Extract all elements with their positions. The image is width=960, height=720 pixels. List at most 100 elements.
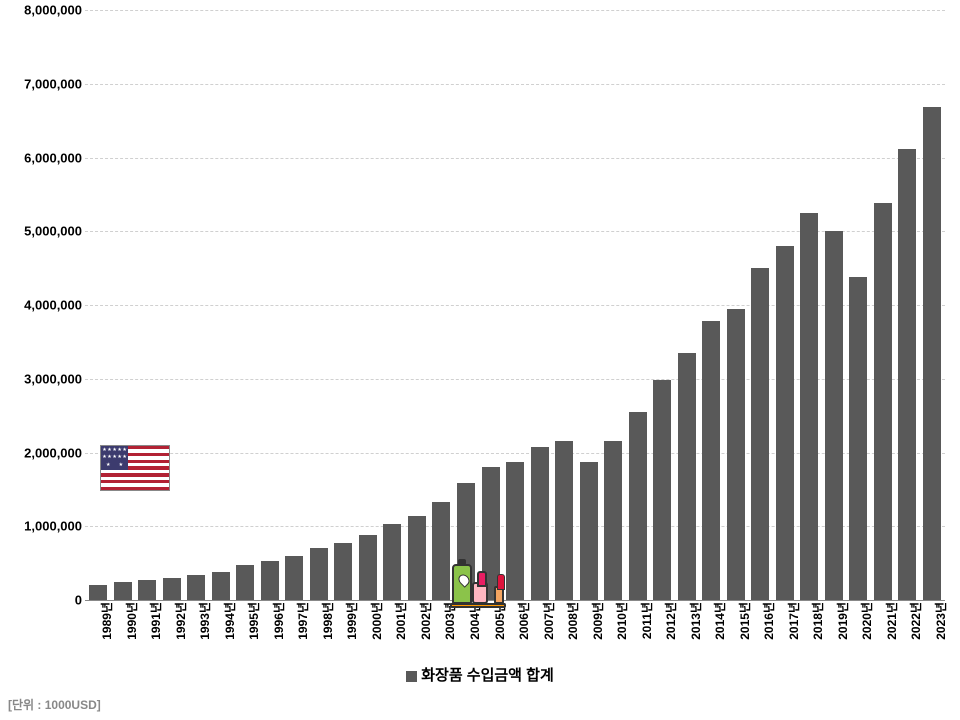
bar [383, 524, 401, 600]
bar-slot [430, 10, 453, 600]
bar [261, 561, 279, 600]
bar-slot [798, 10, 821, 600]
bar [432, 502, 450, 600]
x-label-slot: 2003년 [430, 602, 453, 662]
bar-slot [675, 10, 698, 600]
x-label-slot: 2012년 [651, 602, 674, 662]
bar [678, 353, 696, 600]
bar [212, 572, 230, 600]
bar [187, 575, 205, 600]
bar-slot [700, 10, 723, 600]
x-label-slot: 1993년 [185, 602, 208, 662]
bar-slot [921, 10, 944, 600]
x-label-slot: 1992년 [161, 602, 184, 662]
bar-slot [357, 10, 380, 600]
x-label-slot: 2019년 [822, 602, 845, 662]
bar [629, 412, 647, 600]
bar [236, 565, 254, 600]
legend-label: 화장품 수입금액 합계 [421, 667, 554, 684]
x-label-slot: 2002년 [406, 602, 429, 662]
bar-slot [749, 10, 772, 600]
x-label-slot: 2010년 [602, 602, 625, 662]
bar [408, 516, 426, 600]
bar-slot [87, 10, 110, 600]
y-tick-label: 5,000,000 [7, 224, 82, 239]
chart-legend: 화장품 수입금액 합계 [0, 664, 960, 685]
x-label-slot: 1997년 [283, 602, 306, 662]
x-label-slot: 2018년 [798, 602, 821, 662]
y-tick-label: 6,000,000 [7, 150, 82, 165]
bar-slot [896, 10, 919, 600]
bar-slot [724, 10, 747, 600]
x-label-slot: 2006년 [504, 602, 527, 662]
bar-slot [602, 10, 625, 600]
bar-slot [773, 10, 796, 600]
bar [800, 213, 818, 600]
x-label-slot: 1999년 [332, 602, 355, 662]
x-axis-line [85, 600, 945, 601]
x-label-slot: 2001년 [381, 602, 404, 662]
bar [849, 277, 867, 600]
bar [727, 309, 745, 600]
y-tick-label: 4,000,000 [7, 298, 82, 313]
x-label-slot: 2011년 [626, 602, 649, 662]
bar-slot [185, 10, 208, 600]
x-label-slot: 1989년 [87, 602, 110, 662]
bar-slot [283, 10, 306, 600]
bar [751, 268, 769, 600]
usa-flag-icon: ★★★★ ★★★★ ★★★★ [100, 445, 170, 491]
x-label-slot: 2008년 [553, 602, 576, 662]
bar [138, 580, 156, 600]
bar [825, 231, 843, 600]
x-label-slot: 2021년 [872, 602, 895, 662]
flag-canton: ★★★★ ★★★★ ★★★★ [101, 446, 128, 470]
bar-slot [651, 10, 674, 600]
bar [776, 246, 794, 600]
bar-slot [112, 10, 135, 600]
bar [114, 582, 132, 600]
x-label-slot: 2017년 [773, 602, 796, 662]
bar-slot [822, 10, 845, 600]
unit-label: [단위 : 1000USD] [8, 696, 101, 713]
x-label-slot: 2016년 [749, 602, 772, 662]
bar [604, 441, 622, 600]
x-label-slot: 2004년 [455, 602, 478, 662]
x-label-slot: 1994년 [210, 602, 233, 662]
bar [653, 380, 671, 600]
bar-slot [626, 10, 649, 600]
x-label-slot: 2014년 [700, 602, 723, 662]
x-label-slot: 2020년 [847, 602, 870, 662]
bar [555, 441, 573, 600]
chart-plot-area [85, 10, 945, 600]
x-label-slot: 2000년 [357, 602, 380, 662]
bar-slot [577, 10, 600, 600]
bar-slot [381, 10, 404, 600]
x-label-slot: 1990년 [112, 602, 135, 662]
bar [89, 585, 107, 600]
bar-slot [259, 10, 282, 600]
cosmetics-icon [450, 548, 506, 604]
x-label-slot: 1996년 [259, 602, 282, 662]
x-label-slot: 1991년 [136, 602, 159, 662]
y-tick-label: 8,000,000 [7, 3, 82, 18]
bar-slot [553, 10, 576, 600]
bar-slot [136, 10, 159, 600]
bar-slot [406, 10, 429, 600]
x-label-slot: 2015년 [724, 602, 747, 662]
bar [898, 149, 916, 600]
bar [580, 462, 598, 600]
bar [506, 462, 524, 600]
y-tick-label: 0 [7, 593, 82, 608]
bar-slot [234, 10, 257, 600]
x-label-slot: 2009년 [577, 602, 600, 662]
y-tick-label: 7,000,000 [7, 76, 82, 91]
y-tick-label: 1,000,000 [7, 519, 82, 534]
bar [359, 535, 377, 600]
bar-slot [504, 10, 527, 600]
bar-slot [455, 10, 478, 600]
legend-swatch [406, 671, 417, 682]
bar-slot [479, 10, 502, 600]
x-tick-label: 2023년 [932, 602, 949, 640]
bar-slot [332, 10, 355, 600]
bar-slot [847, 10, 870, 600]
